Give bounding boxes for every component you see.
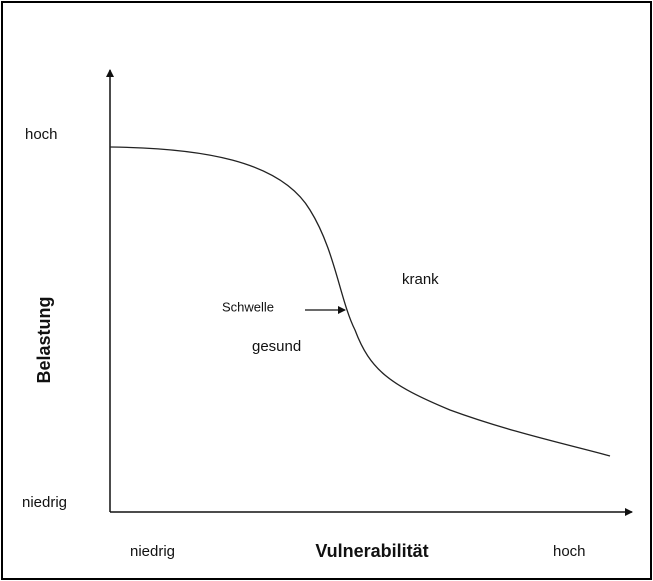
region-above-label: krank: [402, 271, 439, 288]
region-below-label: gesund: [252, 338, 301, 355]
threshold-curve: [109, 146, 611, 457]
x-axis-title: Vulnerabilität: [315, 541, 428, 561]
x-low-label: niedrig: [130, 543, 175, 560]
y-high-label: hoch: [25, 126, 58, 143]
y-low-label: niedrig: [22, 494, 67, 511]
x-high-label: hoch: [553, 543, 586, 560]
y-axis-title: Belastung: [34, 296, 54, 383]
threshold-label: Schwelle: [222, 299, 274, 314]
